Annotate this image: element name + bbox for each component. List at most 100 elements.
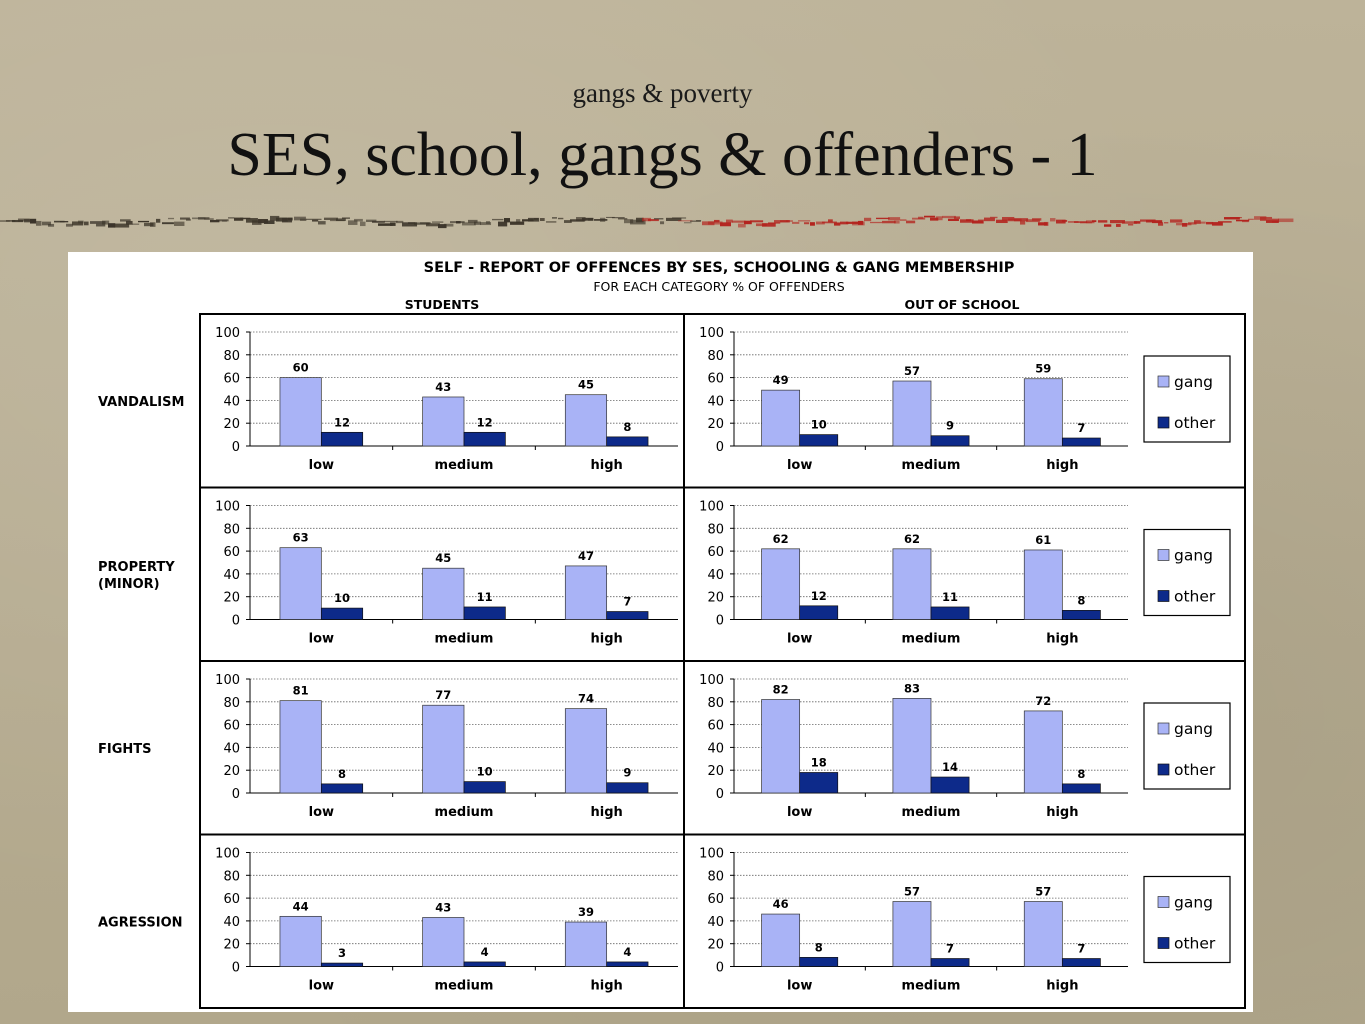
divider-stroke: [162, 222, 174, 225]
divider-stroke: [996, 219, 1008, 224]
x-tick-label: medium: [902, 979, 961, 994]
y-tick-label: 100: [699, 673, 724, 688]
column-header-out-of-school: OUT OF SCHOOL: [904, 297, 1019, 312]
divider-stroke: [90, 221, 106, 224]
y-tick-label: 40: [707, 915, 724, 930]
bar-other: [320, 431, 364, 447]
bar-other: [799, 605, 839, 620]
divider-stroke: [474, 221, 481, 225]
divider-stroke: [720, 222, 731, 227]
y-tick-label: 0: [716, 614, 724, 629]
divider-stroke: [210, 219, 220, 223]
divider-stroke: [66, 223, 73, 227]
divider-stroke: [828, 219, 833, 223]
divider-stroke: [906, 220, 916, 224]
y-tick-label: 60: [707, 545, 724, 560]
y-tick-label: 80: [707, 522, 724, 537]
divider-stroke: [540, 218, 545, 222]
divider-stroke: [606, 216, 615, 218]
y-tick-label: 40: [707, 394, 724, 409]
legend: gang other: [1143, 528, 1231, 617]
y-tick-label: 80: [707, 696, 724, 711]
y-tick-label: 100: [699, 326, 724, 341]
legend-label-other: other: [1174, 414, 1216, 432]
slide-subtitle: gangs & poverty: [572, 78, 753, 108]
bar-gang: [1023, 901, 1063, 967]
chart-subtitle: FOR EACH CATEGORY % OF OFFENDERS: [593, 279, 844, 294]
legend-swatch-other: [1157, 590, 1170, 602]
divider-stroke: [738, 223, 746, 228]
data-label-other: 7: [1077, 421, 1085, 435]
divider-stroke: [1200, 221, 1206, 224]
data-label-gang: 60: [293, 361, 309, 375]
divider-stroke: [126, 220, 133, 225]
divider-stroke: [780, 220, 789, 223]
divider-stroke: [318, 221, 326, 225]
divider-stroke: [582, 217, 594, 221]
data-label-other: 9: [623, 766, 631, 780]
bar-other: [320, 962, 364, 967]
divider-stroke: [954, 216, 961, 219]
divider-stroke: [1062, 219, 1068, 222]
divider-stroke: [510, 221, 525, 225]
data-label-gang: 81: [293, 684, 309, 698]
y-tick-label: 40: [223, 568, 240, 583]
data-label-other: 7: [946, 942, 954, 956]
y-tick-label: 20: [223, 764, 240, 779]
y-tick-label: 80: [223, 869, 240, 884]
divider-stroke: [876, 217, 890, 220]
data-label-other: 12: [477, 415, 493, 429]
x-tick-label: medium: [902, 805, 961, 820]
data-label-other: 9: [946, 419, 954, 433]
x-tick-label: medium: [902, 632, 961, 647]
divider-stroke: [522, 219, 534, 222]
divider-stroke: [588, 218, 594, 221]
row-label: AGRESSION: [98, 915, 183, 930]
divider-stroke: [1068, 221, 1079, 223]
divider-stroke: [978, 219, 985, 221]
y-tick-label: 80: [707, 869, 724, 884]
x-tick-label: low: [309, 805, 334, 820]
data-label-gang: 83: [904, 681, 920, 695]
x-tick-label: high: [1046, 805, 1078, 820]
divider-stroke: [216, 219, 229, 222]
y-tick-label: 0: [232, 440, 240, 455]
y-tick-label: 20: [223, 938, 240, 953]
divider-stroke: [1158, 222, 1164, 226]
row-label: FIGHTS: [98, 742, 152, 757]
divider-stroke: [696, 220, 702, 222]
legend-swatch-gang: [1157, 549, 1170, 561]
data-label-other: 11: [942, 590, 958, 604]
divider-stroke: [132, 223, 140, 225]
divider-stroke: [558, 217, 564, 220]
y-tick-label: 60: [707, 719, 724, 734]
students-chart: 0 20 40 60 80 100 60 12 low 43 12 medium 45 8 high: [215, 326, 678, 473]
divider-stroke: [1278, 218, 1294, 223]
divider-stroke: [624, 219, 634, 224]
bar-other: [606, 961, 649, 967]
divider-stroke: [1086, 220, 1095, 224]
y-tick-label: 60: [223, 545, 240, 560]
divider-stroke: [1206, 221, 1214, 225]
divider-stroke: [36, 220, 42, 226]
legend-label-other: other: [1174, 588, 1216, 606]
out-of-school-chart: 0 20 40 60 80 100 46 8 low 57 7 medium 57 7 high: [699, 847, 1128, 994]
divider-stroke: [756, 223, 767, 227]
bar-other: [463, 606, 506, 620]
divider-stroke: [264, 220, 275, 224]
data-label-other: 14: [942, 760, 958, 774]
data-label-gang: 61: [1035, 533, 1051, 547]
divider-stroke: [1272, 218, 1280, 223]
divider-stroke: [642, 217, 651, 222]
data-label-other: 12: [334, 415, 350, 429]
bar-gang: [564, 921, 608, 967]
bar-other: [799, 772, 839, 794]
bar-gang: [279, 700, 322, 794]
data-label-other: 8: [623, 420, 631, 434]
students-chart: 0 20 40 60 80 100 63 10 low 45 11 medium 47 7 high: [215, 500, 678, 647]
divider-stroke: [678, 220, 693, 222]
data-label-gang: 77: [435, 688, 451, 702]
legend-swatch-other: [1157, 416, 1170, 429]
row-label: PROPERTY: [98, 560, 175, 575]
legend-label-other: other: [1174, 935, 1216, 953]
